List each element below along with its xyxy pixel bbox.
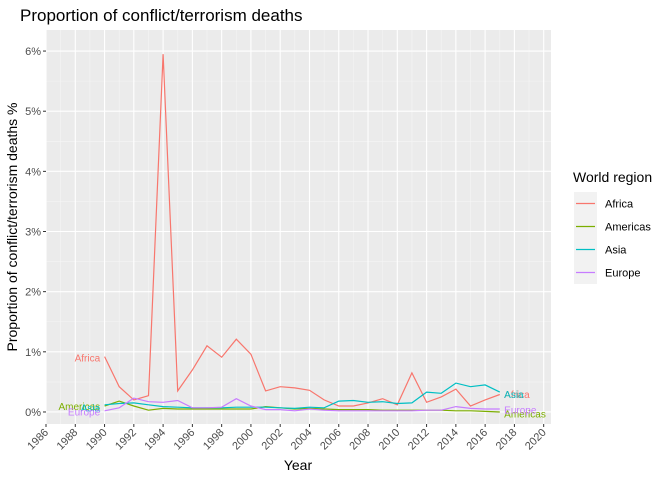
legend-title: World region	[573, 169, 652, 185]
x-tick-label: 2008	[347, 427, 373, 453]
series-label-left-europe: Europe	[68, 407, 101, 418]
series-label-right-europe: Europe	[504, 406, 537, 417]
x-tick-label: 2004	[289, 427, 315, 453]
x-tick-label: 1994	[142, 427, 168, 453]
x-tick-label: 2006	[318, 427, 344, 453]
y-axis-title: Proportion of conflict/terrorism deaths …	[4, 103, 20, 352]
x-tick-label: 2020	[523, 427, 549, 453]
x-axis-title: Year	[284, 457, 313, 473]
chart-title: Proportion of conflict/terrorism deaths	[20, 6, 303, 25]
legend: World region Africa Americas Asia Europe	[573, 169, 652, 284]
x-tick-label: 1990	[84, 427, 110, 453]
series-labels: AfricaAfricaAmericasAmericasAsiaAsiaEuro…	[58, 353, 545, 420]
y-tick-label: 1%	[25, 347, 41, 359]
y-tick-label: 6%	[25, 46, 41, 58]
plot-panel	[46, 30, 551, 424]
series-line-asia	[104, 382, 501, 410]
x-tick-label: 2016	[464, 427, 490, 453]
y-tick-label: 5%	[25, 106, 41, 118]
x-tick-label: 1998	[201, 427, 227, 453]
y-tick-label: 2%	[25, 287, 41, 299]
x-tick-label: 1986	[25, 427, 51, 453]
legend-label-africa: Africa	[605, 199, 634, 211]
legend-label-asia: Asia	[605, 245, 627, 257]
grid-minor	[46, 30, 551, 424]
y-tick-label: 3%	[25, 227, 41, 239]
grid-major	[45, 30, 551, 424]
x-tick-label: 1996	[172, 427, 198, 453]
series-line-africa	[104, 54, 501, 407]
y-axis-ticks: 0% 1% 2% 3% 4% 5% 6%	[25, 46, 46, 419]
x-tick-label: 2002	[260, 427, 286, 453]
series-label-right-africa: Africa	[504, 390, 530, 401]
series-line-europe	[104, 397, 500, 412]
legend-label-americas: Americas	[605, 222, 651, 234]
x-tick-label: 2010	[377, 427, 403, 453]
series-label-left-americas: Americas	[58, 402, 100, 413]
x-tick-label: 2014	[435, 427, 461, 453]
series-label-right-americas: Americas	[504, 409, 546, 420]
x-tick-label: 2000	[230, 427, 256, 453]
series-label-right-asia: Asia	[504, 390, 524, 401]
series-lines	[104, 54, 501, 413]
y-tick-label: 4%	[25, 166, 41, 178]
x-tick-label: 1988	[55, 427, 81, 453]
x-tick-label: 2018	[494, 427, 520, 453]
y-tick-label: 0%	[25, 407, 41, 419]
series-label-left-africa: Africa	[75, 353, 101, 364]
x-tick-label: 1992	[113, 427, 139, 453]
x-tick-label: 2012	[406, 427, 432, 453]
series-label-left-asia: Asia	[81, 403, 101, 414]
x-axis-ticks: 1986 1988 1990 1992 1994 1996 1998 2000 2002 2004…	[25, 424, 549, 453]
legend-label-europe: Europe	[605, 268, 640, 280]
